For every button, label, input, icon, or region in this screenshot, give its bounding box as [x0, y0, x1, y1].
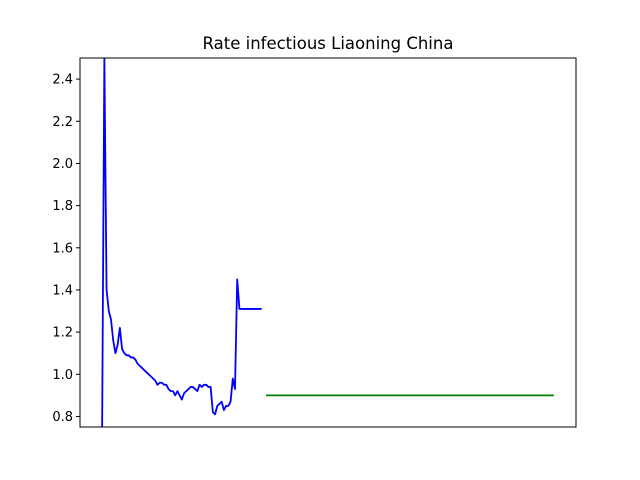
series-line-0 [101, 58, 262, 427]
y-tick-label: 2.2 [52, 115, 73, 130]
y-axis-ticks: 0.8 1.0 1.2 1.4 1.6 1.8 2.0 2.2 2.4 [52, 73, 80, 425]
y-tick-label: 1.0 [52, 368, 73, 383]
y-tick-label: 1.4 [52, 283, 73, 298]
y-tick-label: 1.8 [52, 199, 73, 214]
y-tick-label: 2.0 [52, 157, 73, 172]
chart-title: Rate infectious Liaoning China [203, 34, 454, 53]
y-tick-label: 1.2 [52, 326, 73, 341]
plot-area-frame [79, 57, 577, 428]
y-tick-label: 1.6 [52, 241, 73, 256]
series-layer [101, 58, 554, 427]
y-tick-label: 0.8 [52, 410, 73, 425]
y-tick-label: 2.4 [52, 73, 73, 88]
